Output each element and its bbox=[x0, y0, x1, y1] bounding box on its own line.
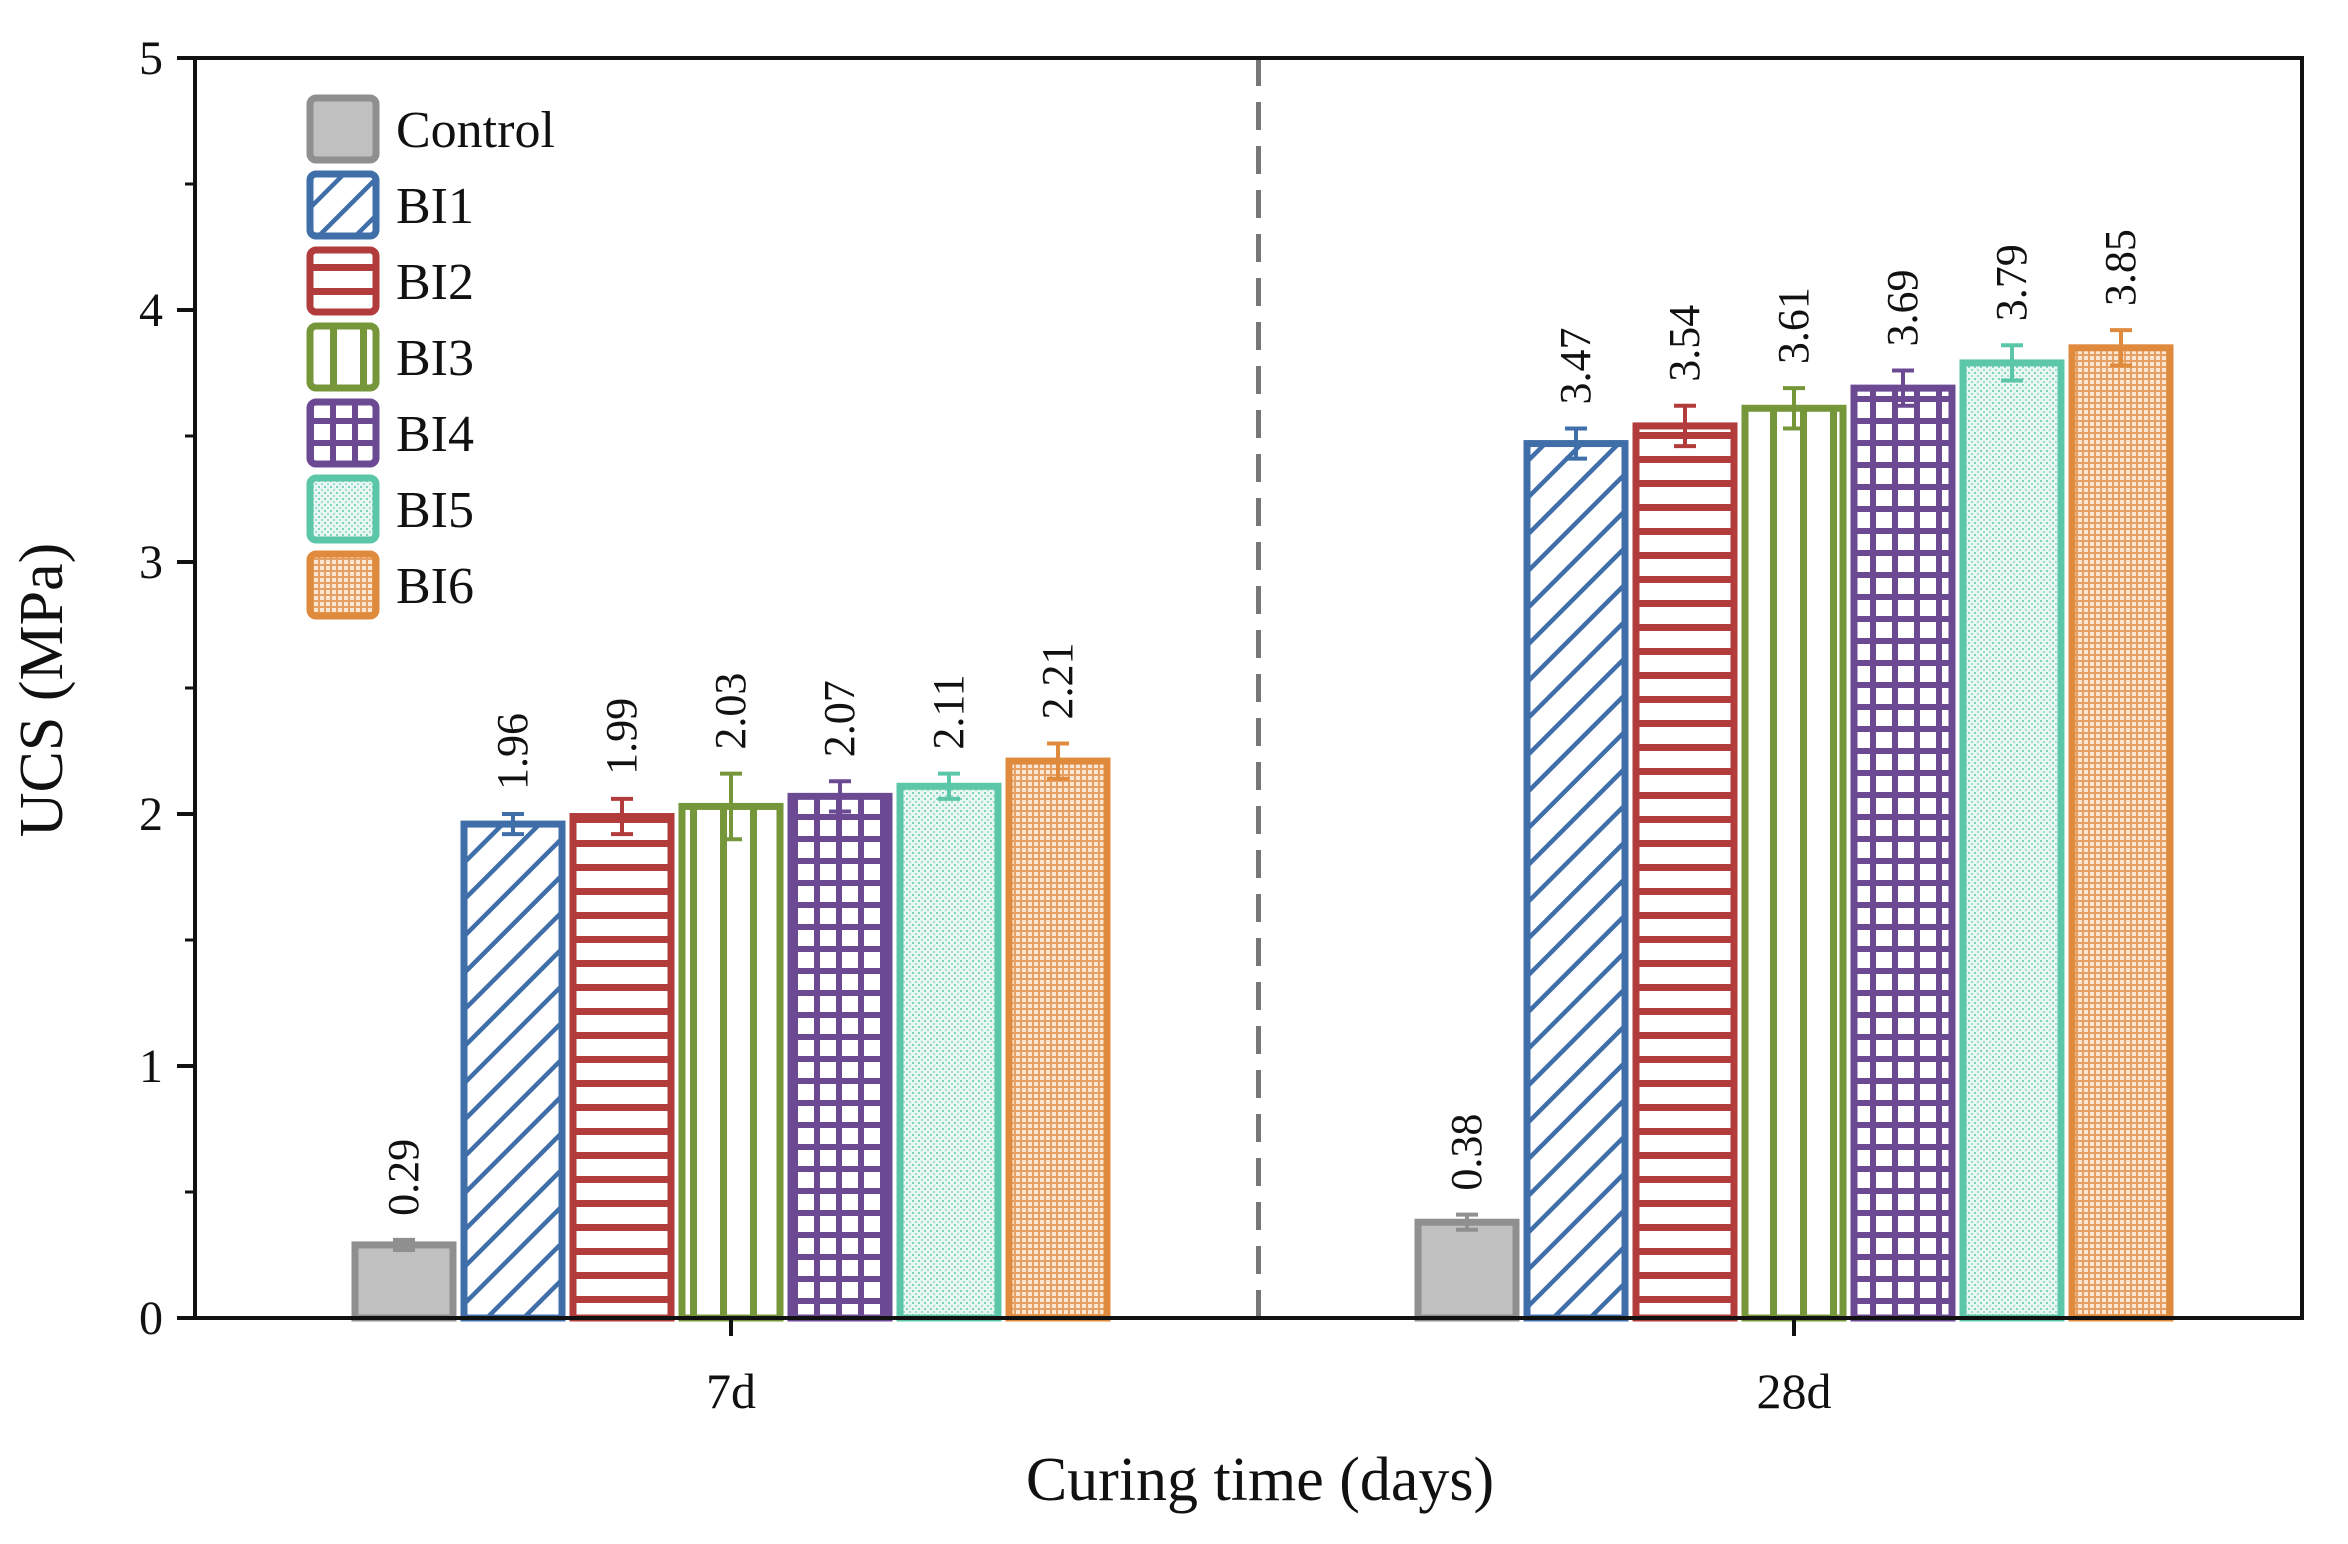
data-label: 3.79 bbox=[1987, 244, 2036, 321]
legend-swatch bbox=[306, 474, 380, 544]
error-bar bbox=[1565, 426, 1587, 461]
legend-label: BI6 bbox=[396, 558, 474, 615]
error-bar bbox=[1456, 1212, 1478, 1232]
bar-control-28d bbox=[1414, 1218, 1520, 1322]
y-tick-label: 4 bbox=[139, 284, 163, 337]
data-label: 3.47 bbox=[1551, 327, 1600, 404]
bars-layer bbox=[351, 328, 2174, 1322]
legend-swatch bbox=[306, 246, 380, 316]
error-bar bbox=[502, 812, 524, 837]
legend-label: BI3 bbox=[396, 330, 474, 387]
error-bar bbox=[2001, 343, 2023, 383]
legend-item-bi5: BI5 bbox=[306, 474, 474, 544]
bar-bi5-7d bbox=[896, 782, 1002, 1322]
legend-label: BI2 bbox=[396, 254, 474, 311]
bar-bi4-7d bbox=[787, 792, 893, 1322]
legend-item-bi6: BI6 bbox=[306, 550, 474, 620]
legend-swatch bbox=[306, 170, 380, 240]
error-bar bbox=[1674, 403, 1696, 449]
legend-item-bi1: BI1 bbox=[306, 170, 474, 240]
y-tick-label: 5 bbox=[139, 32, 163, 85]
y-tick-label: 2 bbox=[139, 788, 163, 841]
y-tick-label: 1 bbox=[139, 1040, 163, 1093]
error-bar bbox=[938, 771, 960, 801]
bar-bi5-28d bbox=[1959, 359, 2065, 1322]
legend-item-bi2: BI2 bbox=[306, 246, 474, 316]
bar-bi1-28d bbox=[1523, 440, 1629, 1322]
y-tick-label: 0 bbox=[139, 1292, 163, 1345]
bar-bi6-28d bbox=[2068, 344, 2174, 1322]
error-bar bbox=[1047, 741, 1069, 781]
legend-label: BI5 bbox=[396, 482, 474, 539]
bar-bi3-28d bbox=[1741, 404, 1847, 1322]
y-tick-label: 3 bbox=[139, 536, 163, 589]
bar-bi4-28d bbox=[1850, 384, 1956, 1322]
legend-label: BI4 bbox=[396, 406, 474, 463]
error-bar bbox=[611, 796, 633, 837]
bar-bi2-7d bbox=[569, 813, 675, 1322]
legend-swatch bbox=[306, 322, 380, 392]
legend-item-control: Control bbox=[306, 94, 555, 164]
error-bar bbox=[1783, 386, 1805, 431]
x-category-label: 28d bbox=[1757, 1363, 1832, 1419]
data-label: 3.61 bbox=[1769, 287, 1818, 364]
bar-bi1-7d bbox=[460, 820, 566, 1322]
data-label: 2.03 bbox=[706, 673, 755, 750]
error-bar bbox=[1892, 368, 1914, 408]
data-labels-layer: 0.29 1.96 1.99 2.03 2.07 2.11 2.21 0.38 3.47 3.54… bbox=[379, 229, 2145, 1216]
legend-swatch bbox=[306, 398, 380, 468]
data-label: 1.96 bbox=[488, 713, 537, 790]
legend: Control BI1 BI2 BI3 BI4 BI5 BI6 bbox=[306, 94, 555, 620]
data-label: 3.85 bbox=[2096, 229, 2145, 306]
axes-layer: 0 1 2 3 4 5 7d 28d bbox=[139, 32, 2304, 1419]
error-bar bbox=[720, 771, 742, 842]
data-label: 1.99 bbox=[597, 698, 646, 775]
data-label: 3.54 bbox=[1660, 305, 1709, 382]
bar-control-7d bbox=[351, 1241, 457, 1322]
legend-label: Control bbox=[396, 102, 555, 159]
data-label: 0.29 bbox=[379, 1139, 428, 1216]
bar-bi6-7d bbox=[1005, 757, 1111, 1322]
error-bar bbox=[393, 1237, 415, 1252]
bar-bi3-7d bbox=[678, 802, 784, 1322]
error-bar bbox=[2110, 328, 2132, 368]
legend-swatch bbox=[306, 550, 380, 620]
legend-swatch bbox=[306, 94, 380, 164]
data-label: 2.07 bbox=[815, 680, 864, 757]
x-category-label: 7d bbox=[706, 1363, 756, 1419]
data-label: 3.69 bbox=[1878, 269, 1927, 346]
data-label: 0.38 bbox=[1442, 1114, 1491, 1191]
bar-bi2-28d bbox=[1632, 422, 1738, 1322]
legend-label: BI1 bbox=[396, 178, 474, 235]
legend-item-bi3: BI3 bbox=[306, 322, 474, 392]
data-label: 2.11 bbox=[924, 674, 973, 749]
y-axis-title: UCS (MPa) bbox=[8, 543, 76, 838]
legend-item-bi4: BI4 bbox=[306, 398, 474, 468]
error-bar bbox=[829, 779, 851, 814]
x-axis-title: Curing time (days) bbox=[1026, 1446, 1494, 1514]
data-label: 2.21 bbox=[1033, 642, 1082, 719]
